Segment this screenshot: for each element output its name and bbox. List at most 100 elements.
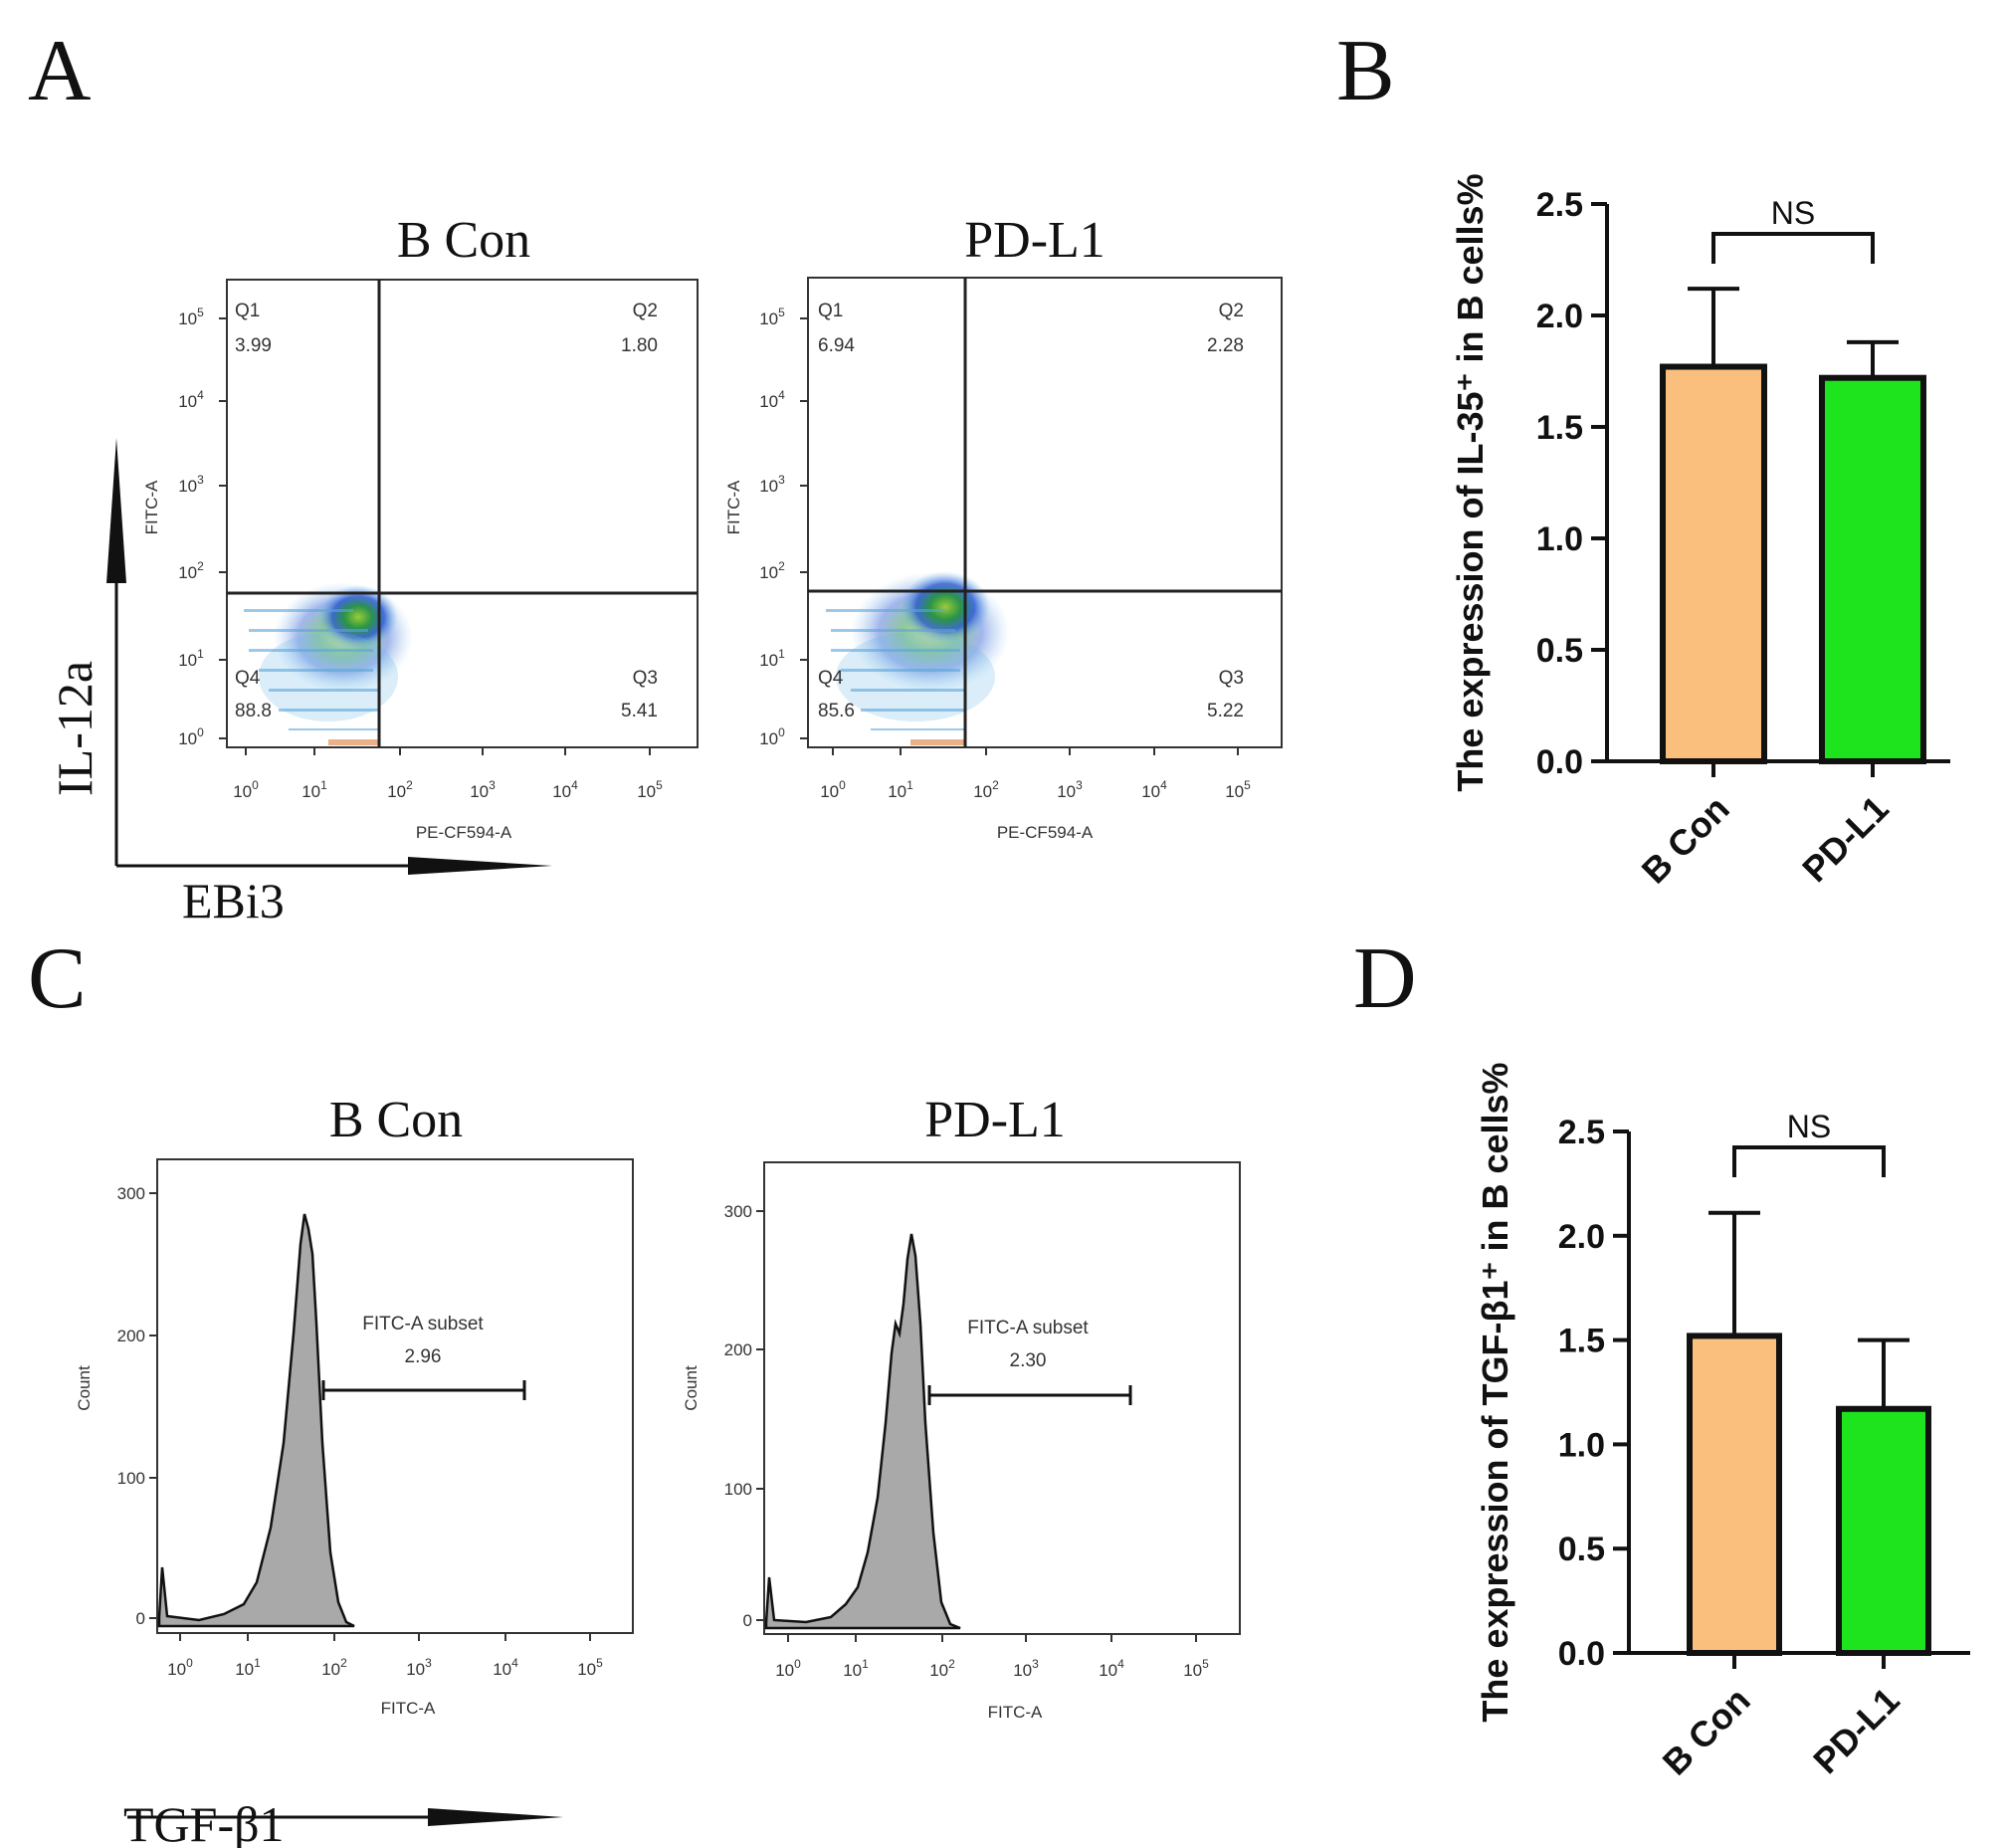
plot-frame [763, 1161, 1241, 1635]
y-tick-label: 200 [724, 1340, 752, 1359]
y-tick-label: 100 [724, 1480, 752, 1499]
panel-letter-d: D [1353, 930, 1417, 1027]
x-tick-label: 104 [1141, 778, 1167, 801]
bar-chart-il35: 0.0 0.5 1.0 1.5 2.0 2.5 The expression of IL-3… [1450, 173, 1950, 892]
quadrant-value-q2: 1.80 [621, 335, 658, 356]
bar-chart-tgfb1: 0.0 0.5 1.0 1.5 2.0 2.5 The expression of TGF-… [1475, 1062, 1970, 1783]
gate-label: FITC-A subset [362, 1314, 484, 1335]
y-tick-label: 2.0 [1536, 298, 1583, 335]
quadrant-value-q4: 85.6 [818, 701, 855, 721]
plot-title: B Con [329, 1092, 463, 1148]
x-axis-label: FITC-A [381, 1699, 436, 1718]
y-marker-arrowhead [106, 438, 126, 583]
y-tick-label: 101 [759, 647, 785, 670]
x-tick-label: 104 [552, 778, 578, 801]
y-axis-label: FITC-A [142, 480, 161, 534]
x-axis-label: PE-CF594-A [416, 823, 512, 842]
y-tick-label: 104 [759, 388, 785, 411]
y-axis-title: The expression of IL-35⁺ in B cells% [1450, 173, 1491, 791]
y-tick-label: 0.0 [1558, 1635, 1605, 1673]
y-axis-label: FITC-A [724, 480, 743, 534]
significance-bracket [1711, 232, 1875, 264]
quadrant-name-q3: Q3 [633, 668, 658, 689]
quadrant-name-q4: Q4 [235, 668, 261, 689]
category-label: B Con [1655, 1680, 1758, 1783]
significance-bracket [1732, 1145, 1886, 1177]
histogram-curve [764, 1233, 961, 1630]
x-tick-label: 101 [301, 778, 327, 801]
x-tick-label: 102 [973, 778, 999, 801]
x-tick-label: 105 [1225, 778, 1251, 801]
x-tick-label: 104 [493, 1656, 518, 1679]
quadrant-name-q2: Q2 [1219, 301, 1244, 321]
plot-title: PD-L1 [964, 212, 1105, 269]
histogram-pd-l1: PD-L1 FITC-A subset 2.30 Count FITC-A 0 1… [682, 1092, 1241, 1722]
quadrant-name-q3: Q3 [1219, 668, 1244, 689]
y-axis-label: Count [75, 1365, 94, 1411]
x-tick-label: 101 [235, 1656, 261, 1679]
gate-value: 2.96 [405, 1346, 442, 1367]
quadrant-value-q4: 88.8 [235, 701, 272, 721]
quadrant-value-q3: 5.41 [621, 701, 658, 721]
x-tick-label: 102 [929, 1657, 955, 1680]
panel-a: A IL-12a EBi3 B Con [28, 23, 1283, 928]
category-label: PD-L1 [1794, 788, 1897, 891]
quadrant-name-q2: Q2 [633, 301, 658, 321]
y-axis-label: Count [682, 1365, 701, 1411]
bar-pd-l1 [1819, 374, 1926, 764]
y-axis-title: The expression of TGF-β1⁺ in B cells% [1475, 1062, 1515, 1722]
y-tick-label: 0.5 [1536, 632, 1583, 670]
y-tick-label: 105 [178, 306, 204, 328]
y-tick-label: 1.0 [1558, 1426, 1605, 1464]
x-tick-label: 101 [843, 1657, 869, 1680]
x-marker-label: EBi3 [182, 873, 285, 928]
y-tick-label: 2.0 [1558, 1218, 1605, 1256]
x-tick-label: 100 [820, 778, 846, 801]
y-tick-label: 1.0 [1536, 520, 1583, 558]
category-label: B Con [1634, 788, 1737, 892]
x-tick-label: 103 [406, 1656, 432, 1679]
plot-frame [156, 1158, 634, 1634]
panel-letter-c: C [28, 930, 87, 1027]
y-tick-label: 0 [743, 1611, 752, 1630]
y-tick-label: 2.5 [1558, 1114, 1605, 1151]
x-tick-label: 100 [775, 1657, 801, 1680]
x-tick-label: 105 [637, 778, 663, 801]
significance-label: NS [1771, 195, 1815, 231]
y-tick-label: 200 [117, 1327, 145, 1345]
panel-letter-a: A [28, 23, 92, 119]
y-tick-label: 105 [759, 306, 785, 328]
x-tick-label: 104 [1099, 1657, 1124, 1680]
x-tick-label: 100 [167, 1656, 193, 1679]
y-tick-label: 100 [117, 1469, 145, 1488]
flow-plot-b-con: B Con Q1 3.99 Q2 1.80 Q3 5.41 [142, 212, 699, 842]
y-marker-label: IL-12a [47, 661, 102, 796]
y-tick-label: 1.5 [1536, 409, 1583, 447]
x-marker-arrowhead [408, 857, 552, 875]
histogram-b-con: B Con FITC-A subset 2.96 Count FITC-A 0 1… [75, 1092, 634, 1718]
x-tick-label: 103 [470, 778, 496, 801]
y-tick-label: 300 [724, 1202, 752, 1221]
panel-c: C TGF-β1 B Con FITC-A subset 2.96 Count … [28, 930, 1241, 1848]
x-tick-label: 103 [1057, 778, 1083, 801]
histogram-curve [157, 1213, 355, 1628]
quadrant-name-q4: Q4 [818, 668, 844, 689]
category-label: PD-L1 [1805, 1680, 1908, 1782]
quadrant-value-q2: 2.28 [1207, 335, 1244, 356]
y-tick-label: 100 [759, 725, 785, 748]
x-tick-label: 103 [1013, 1657, 1039, 1680]
x-tick-label: 102 [321, 1656, 347, 1679]
scatter-density [826, 571, 1010, 745]
x-tick-label: 105 [577, 1656, 603, 1679]
x-tick-label: 102 [387, 778, 413, 801]
quadrant-value-q1: 3.99 [235, 335, 272, 356]
y-tick-label: 0 [136, 1609, 145, 1628]
plot-title: PD-L1 [924, 1092, 1066, 1148]
x-tick-label: 100 [233, 778, 259, 801]
panel-d: D 0.0 0.5 1.0 1.5 2.0 2.5 The expression of TG… [1353, 930, 1970, 1783]
bar-b-con [1660, 363, 1767, 764]
flow-plot-pd-l1: PD-L1 Q1 6.94 Q2 2.28 Q3 5.22 [724, 212, 1283, 842]
y-tick-label: 103 [759, 473, 785, 496]
gate-value: 2.30 [1010, 1350, 1047, 1371]
bar-b-con [1687, 1333, 1782, 1656]
